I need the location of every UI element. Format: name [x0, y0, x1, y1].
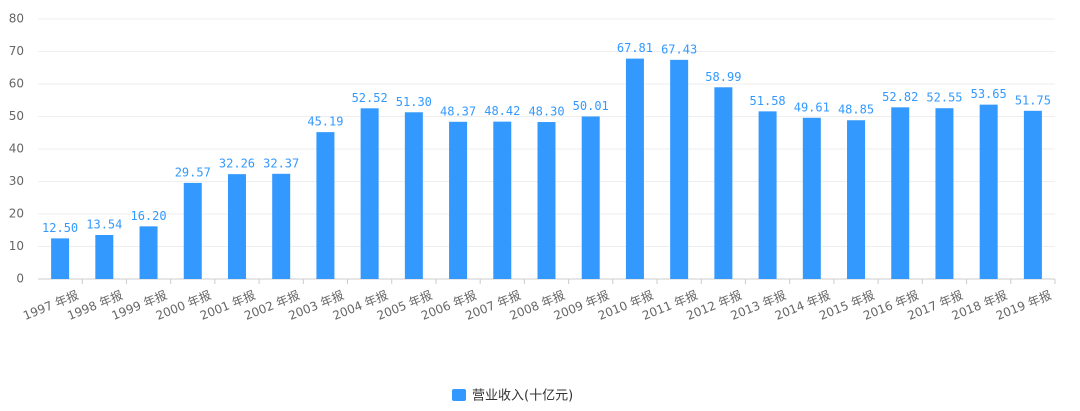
data-label: 51.58 — [750, 94, 786, 108]
bar — [227, 174, 246, 279]
data-label: 48.30 — [528, 105, 564, 119]
y-tick-label: 30 — [9, 174, 24, 188]
bar — [272, 173, 291, 279]
y-tick-label: 40 — [9, 142, 24, 156]
data-label: 16.20 — [130, 209, 166, 223]
y-tick-label: 60 — [9, 77, 24, 91]
data-label: 48.85 — [838, 103, 874, 117]
bar — [360, 108, 379, 279]
bar — [316, 132, 335, 279]
bar — [183, 182, 202, 279]
y-tick-label: 70 — [9, 44, 24, 58]
bar — [891, 107, 910, 280]
bar — [758, 111, 777, 280]
bar — [714, 87, 733, 279]
data-label: 32.26 — [219, 157, 255, 171]
bar — [847, 120, 866, 279]
bar — [979, 104, 998, 279]
data-label: 67.81 — [617, 41, 653, 55]
data-label: 51.75 — [1015, 93, 1051, 107]
data-label: 13.54 — [86, 217, 122, 231]
bar — [449, 121, 468, 279]
data-label: 49.61 — [794, 100, 830, 114]
legend-label: 营业收入(十亿元) — [472, 389, 573, 404]
bar — [625, 58, 644, 280]
y-tick-label: 10 — [9, 239, 24, 253]
bar — [1023, 110, 1042, 279]
data-label: 32.37 — [263, 156, 299, 170]
data-label: 45.19 — [307, 115, 343, 129]
data-label: 53.65 — [971, 87, 1007, 101]
bar — [95, 234, 114, 279]
bar — [802, 117, 821, 279]
y-tick-label: 80 — [9, 12, 24, 26]
data-label: 50.01 — [573, 99, 609, 113]
y-tick-label: 20 — [9, 207, 24, 221]
data-label: 67.43 — [661, 42, 697, 56]
bar — [404, 112, 423, 280]
bar — [493, 121, 512, 279]
y-tick-label: 50 — [9, 109, 24, 123]
bar — [935, 108, 954, 280]
legend-swatch — [452, 389, 466, 401]
data-label: 29.57 — [175, 165, 211, 179]
data-label: 48.37 — [440, 104, 476, 118]
data-label: 12.50 — [42, 221, 78, 235]
data-label: 52.82 — [882, 90, 918, 104]
bar — [537, 122, 556, 280]
bar — [581, 116, 600, 279]
data-label: 52.52 — [352, 91, 388, 105]
data-label: 51.30 — [396, 95, 432, 109]
data-label: 52.55 — [926, 91, 962, 105]
bar — [670, 59, 689, 279]
data-label: 58.99 — [705, 70, 741, 84]
bar — [139, 226, 158, 279]
y-tick-label: 0 — [16, 272, 24, 286]
bar — [51, 238, 70, 279]
data-label: 48.42 — [484, 104, 520, 118]
